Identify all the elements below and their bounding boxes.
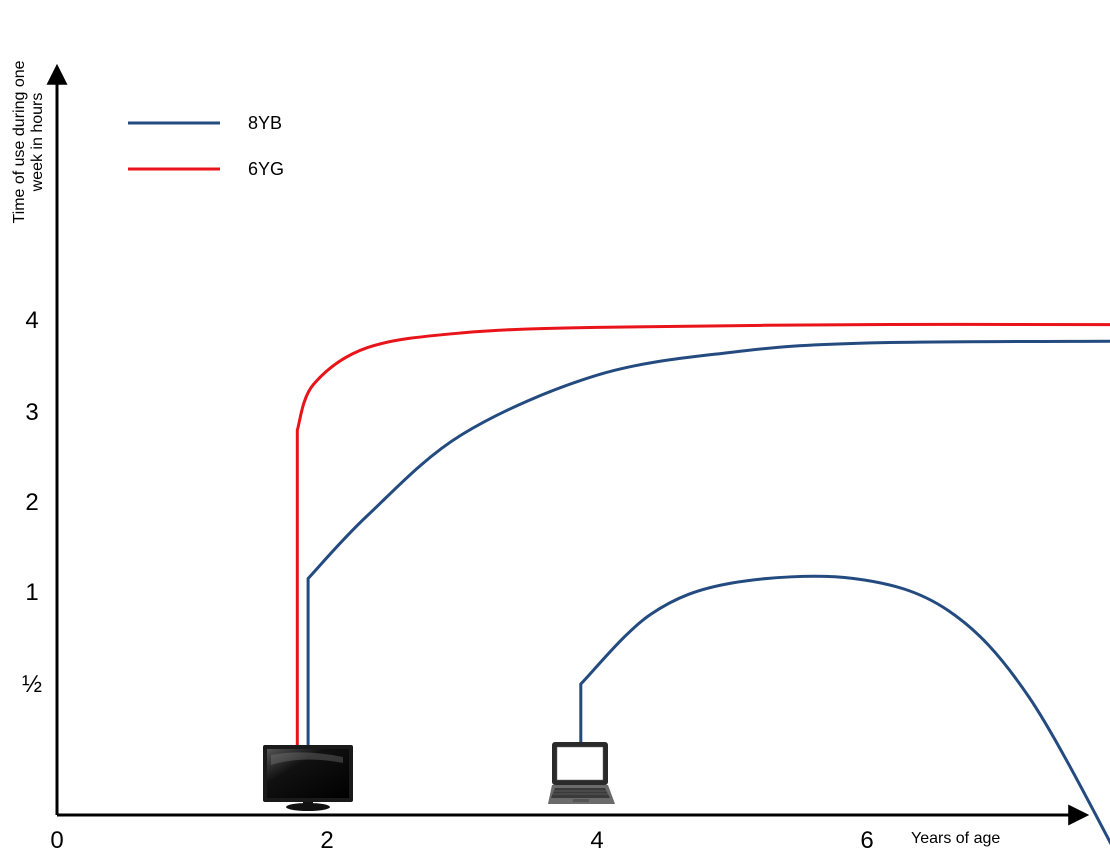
y-tick-labels: ½ 1 2 3 4 bbox=[22, 307, 42, 698]
y-tick-label: 1 bbox=[25, 579, 38, 606]
x-axis-title: Years of age bbox=[911, 830, 1000, 847]
series-line-8yb-television bbox=[306, 339, 1110, 776]
x-tick-label: 6 bbox=[860, 827, 873, 854]
series-line-8yb-laptop bbox=[579, 574, 1110, 846]
y-axis-title-line1: Time of use during one bbox=[11, 60, 28, 223]
legend-label-8yb: 8YB bbox=[248, 113, 282, 133]
series-line-6yg-television bbox=[295, 322, 1110, 776]
x-tick-label: 4 bbox=[590, 827, 603, 854]
x-tick-label: 2 bbox=[320, 827, 333, 854]
y-tick-label: 4 bbox=[25, 307, 38, 334]
y-tick-label: ½ bbox=[22, 671, 42, 698]
legend: 8YB 6YG bbox=[128, 113, 284, 179]
television-icon bbox=[263, 745, 353, 811]
x-tick-labels: 02468 bbox=[50, 827, 873, 854]
legend-label-6yg: 6YG bbox=[248, 159, 284, 179]
y-tick-label: 2 bbox=[25, 489, 38, 516]
y-axis-title-line2: week in hours bbox=[29, 93, 46, 193]
series-lines bbox=[295, 322, 1110, 846]
y-tick-label: 3 bbox=[25, 399, 38, 426]
laptop-icon bbox=[548, 742, 615, 804]
x-tick-label: 0 bbox=[50, 827, 63, 854]
